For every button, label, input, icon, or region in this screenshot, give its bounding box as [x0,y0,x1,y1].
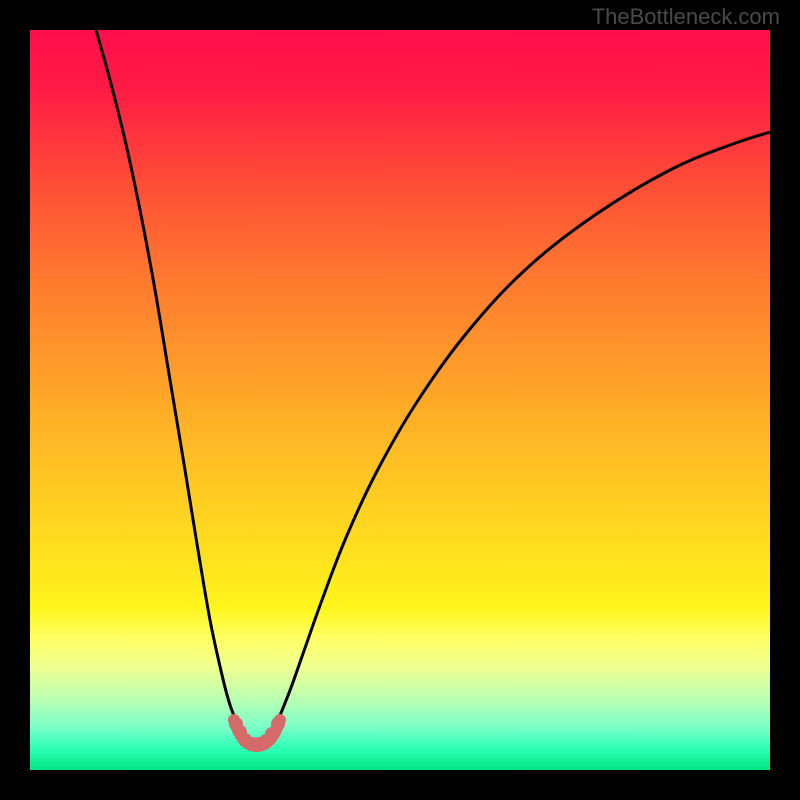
marker-dot [271,717,285,731]
chart-curves [30,30,770,770]
optimal-zone-markers [229,717,285,751]
curve-right [276,132,770,725]
bottleneck-chart [30,30,770,770]
curve-left [96,30,238,725]
watermark-text: TheBottleneck.com [592,4,780,30]
